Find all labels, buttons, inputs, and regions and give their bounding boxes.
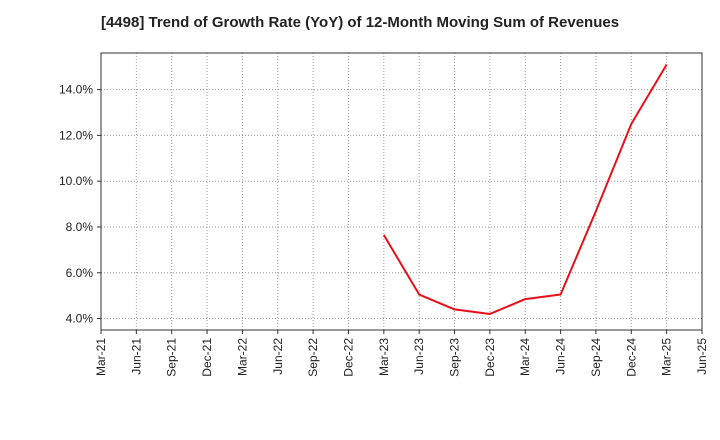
x-tick-label: Dec-24	[624, 338, 638, 377]
y-tick-label: 8.0%	[66, 220, 94, 234]
x-tick-label: Jun-25	[695, 338, 709, 375]
y-tick-label: 4.0%	[66, 312, 94, 326]
x-tick-label: Dec-21	[200, 338, 214, 377]
y-tick-label: 6.0%	[66, 266, 94, 280]
series-line	[382, 63, 668, 315]
x-tick-label: Mar-21	[94, 338, 108, 376]
x-tick-label: Sep-23	[448, 338, 462, 377]
x-tick-label: Jun-22	[271, 338, 285, 375]
x-tick-label: Jun-23	[412, 338, 426, 375]
x-tick-label: Jun-21	[129, 338, 143, 375]
y-tick-label: 12.0%	[59, 128, 93, 142]
x-tick-label: Sep-24	[589, 338, 603, 377]
y-tick-label: 14.0%	[59, 83, 93, 97]
x-tick-label: Dec-22	[341, 338, 355, 377]
y-axis-ticks: 4.0% 6.0% 8.0% 10.0% 12.0% 14.0%	[59, 83, 101, 326]
series-layer	[382, 63, 668, 315]
y-tick-label: 10.0%	[59, 174, 93, 188]
x-tick-label: Dec-23	[483, 338, 497, 377]
x-axis-ticks: Mar-21 Jun-21 Sep-21 Dec-21 Mar-22 Jun-22 Sep-…	[94, 330, 709, 377]
x-tick-label: Sep-21	[165, 338, 179, 377]
plot-area	[101, 53, 702, 330]
x-tick-label: Mar-24	[518, 338, 532, 376]
x-tick-label: Jun-24	[554, 338, 568, 375]
x-tick-label: Mar-22	[235, 338, 249, 376]
x-tick-label: Sep-22	[306, 338, 320, 377]
chart-title: [4498] Trend of Growth Rate (YoY) of 12-…	[100, 14, 620, 31]
grid-lines	[101, 53, 702, 330]
x-tick-label: Mar-23	[377, 338, 391, 376]
plot-border	[100, 52, 703, 331]
x-tick-label: Mar-25	[660, 338, 674, 376]
